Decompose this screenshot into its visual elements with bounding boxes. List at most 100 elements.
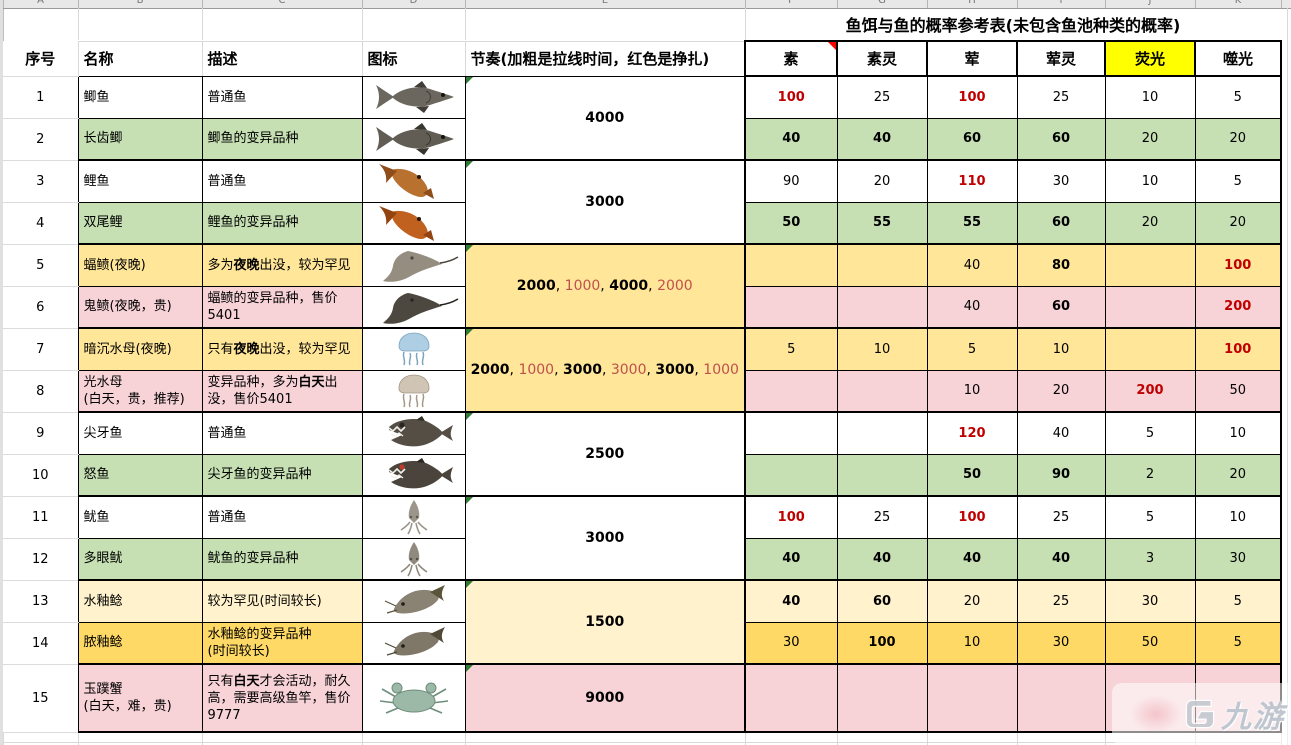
header-tempo[interactable]: 节奏(加粗是拉线时间，红色是挣扎) <box>464 40 746 77</box>
cell-r1-icon[interactable] <box>361 75 466 119</box>
cell-r12-suling[interactable]: 40 <box>836 537 928 581</box>
header-bait-yingguang[interactable]: 荧光 <box>1104 40 1196 77</box>
cell-r10-desc[interactable]: 尖牙鱼的变异品种 <box>201 453 363 497</box>
cell-r2-hun[interactable]: 60 <box>926 117 1018 161</box>
cell-r4-desc[interactable]: 鲤鱼的变异品种 <box>201 201 363 245</box>
cell-r13-desc[interactable]: 较为罕见(时间较长) <box>201 579 363 623</box>
cell-r1-name[interactable]: 鲫鱼 <box>77 75 203 119</box>
cell-r3-yingguang[interactable]: 10 <box>1104 159 1196 203</box>
cell-r1-index[interactable]: 1 <box>3 76 78 119</box>
header-bait-suling[interactable]: 素灵 <box>836 40 928 77</box>
cell-tempo-group-3[interactable]: 2000, 1000, 4000, 2000 <box>464 243 746 329</box>
cell-r12-hun[interactable]: 40 <box>926 537 1018 581</box>
cell-r11-su[interactable]: 100 <box>744 495 838 539</box>
cell-r10-name[interactable]: 怒鱼 <box>77 453 203 497</box>
cell-r9-name[interactable]: 尖牙鱼 <box>77 411 203 455</box>
cell-r8-suling[interactable] <box>836 369 928 413</box>
cell-r13-suling[interactable]: 60 <box>836 579 928 623</box>
cell-r12-icon[interactable] <box>361 537 466 581</box>
header-index[interactable]: 序号 <box>3 41 78 77</box>
cell-r8-icon[interactable] <box>361 369 466 413</box>
cell-r3-index[interactable]: 3 <box>3 160 78 203</box>
cell-r2-yingguang[interactable]: 20 <box>1104 117 1196 161</box>
cell-r5-su[interactable] <box>744 243 838 287</box>
cell-r11-suling[interactable]: 25 <box>836 495 928 539</box>
cell-r8-hunling[interactable]: 20 <box>1016 369 1106 413</box>
cell-r8-yingguang[interactable]: 200 <box>1104 369 1196 413</box>
cell-r4-index[interactable]: 4 <box>3 202 78 245</box>
cell-r4-hun[interactable]: 55 <box>926 201 1018 245</box>
cell-r13-yingguang[interactable]: 30 <box>1104 579 1196 623</box>
cell-tempo-group-2[interactable]: 3000 <box>464 159 746 245</box>
cell-r3-shiguang[interactable]: 5 <box>1194 159 1282 203</box>
cell-r9-suling[interactable] <box>836 411 928 455</box>
cell-r2-index[interactable]: 2 <box>3 118 78 161</box>
cell-r1-su[interactable]: 100 <box>744 75 838 119</box>
cell-r5-hun[interactable]: 40 <box>926 243 1018 287</box>
cell-r10-icon[interactable] <box>361 453 466 497</box>
cell-r11-hunling[interactable]: 25 <box>1016 495 1106 539</box>
cell-r8-desc[interactable]: 变异品种，多为白天出没，售价5401 <box>201 369 363 413</box>
cell-r13-su[interactable]: 40 <box>744 579 838 623</box>
cell-r5-shiguang[interactable]: 100 <box>1194 243 1282 287</box>
cell-r7-shiguang[interactable]: 100 <box>1194 327 1282 371</box>
cell-r13-icon[interactable] <box>361 579 466 623</box>
column-letter-B[interactable]: B <box>136 0 144 6</box>
cell-r5-yingguang[interactable] <box>1104 243 1196 287</box>
column-letter-G[interactable]: G <box>878 0 886 6</box>
cell-tempo-group-6[interactable]: 3000 <box>464 495 746 581</box>
column-letter-D[interactable]: D <box>409 0 418 6</box>
header-bait-shiguang[interactable]: 噬光 <box>1194 40 1282 77</box>
cell-r7-name[interactable]: 暗沉水母(夜晚) <box>77 327 203 371</box>
cell-r9-yingguang[interactable]: 5 <box>1104 411 1196 455</box>
cell-r12-name[interactable]: 多眼鱿 <box>77 537 203 581</box>
header-icon[interactable]: 图标 <box>361 40 466 77</box>
cell-r11-desc[interactable]: 普通鱼 <box>201 495 363 539</box>
column-letter-C[interactable]: C <box>278 0 286 6</box>
cell-r15-index[interactable]: 15 <box>3 664 78 733</box>
header-name[interactable]: 名称 <box>77 40 203 77</box>
cell-r6-hunling[interactable]: 60 <box>1016 285 1106 329</box>
column-header-strip[interactable]: A B C D E F G H I J K <box>3 0 1291 9</box>
cell-r9-desc[interactable]: 普通鱼 <box>201 411 363 455</box>
cell-r12-su[interactable]: 40 <box>744 537 838 581</box>
cell-r14-index[interactable]: 14 <box>3 622 78 665</box>
cell-r14-desc[interactable]: 水釉鲶的变异品种 (时间较长) <box>201 621 363 665</box>
cell-r6-desc[interactable]: 蝠鲼的变异品种，售价5401 <box>201 285 363 329</box>
cell-r15-icon[interactable] <box>361 663 466 733</box>
cell-r11-index[interactable]: 11 <box>3 496 78 539</box>
cell-r15-name[interactable]: 玉蹼蟹 (白天，难，贵) <box>77 663 203 733</box>
cell-tempo-group-7[interactable]: 1500 <box>464 579 746 665</box>
cell-r1-shiguang[interactable]: 5 <box>1194 75 1282 119</box>
cell-r8-shiguang[interactable]: 50 <box>1194 369 1282 413</box>
cell-r6-name[interactable]: 鬼鲼(夜晚，贵) <box>77 285 203 329</box>
column-letter-I[interactable]: I <box>1059 0 1063 6</box>
cell-r13-shiguang[interactable]: 5 <box>1194 579 1282 623</box>
header-bait-hunling[interactable]: 荤灵 <box>1016 40 1106 77</box>
cell-r9-shiguang[interactable]: 10 <box>1194 411 1282 455</box>
column-letter-F[interactable]: F <box>788 0 794 6</box>
cell-r2-desc[interactable]: 鲫鱼的变异品种 <box>201 117 363 161</box>
cell-r14-hun[interactable]: 10 <box>926 621 1018 665</box>
cell-r11-name[interactable]: 鱿鱼 <box>77 495 203 539</box>
cell-r11-yingguang[interactable]: 5 <box>1104 495 1196 539</box>
cell-r11-icon[interactable] <box>361 495 466 539</box>
cell-r9-index[interactable]: 9 <box>3 412 78 455</box>
cell-r14-su[interactable]: 30 <box>744 621 838 665</box>
cell-r4-suling[interactable]: 55 <box>836 201 928 245</box>
cell-r14-hunling[interactable]: 30 <box>1016 621 1106 665</box>
cell-r6-index[interactable]: 6 <box>3 286 78 329</box>
cell-r12-index[interactable]: 12 <box>3 538 78 581</box>
cell-r10-su[interactable] <box>744 453 838 497</box>
cell-r7-hun[interactable]: 5 <box>926 327 1018 371</box>
column-letter-E[interactable]: E <box>601 0 609 6</box>
cell-r12-shiguang[interactable]: 30 <box>1194 537 1282 581</box>
cell-r1-desc[interactable]: 普通鱼 <box>201 75 363 119</box>
cell-r4-yingguang[interactable]: 20 <box>1104 201 1196 245</box>
cell-r9-hunling[interactable]: 40 <box>1016 411 1106 455</box>
cell-r2-name[interactable]: 长齿鲫 <box>77 117 203 161</box>
cell-r14-shiguang[interactable]: 5 <box>1194 621 1282 665</box>
cell-r2-icon[interactable] <box>361 117 466 161</box>
cell-r15-hunling[interactable] <box>1016 663 1106 733</box>
cell-r9-icon[interactable] <box>361 411 466 455</box>
